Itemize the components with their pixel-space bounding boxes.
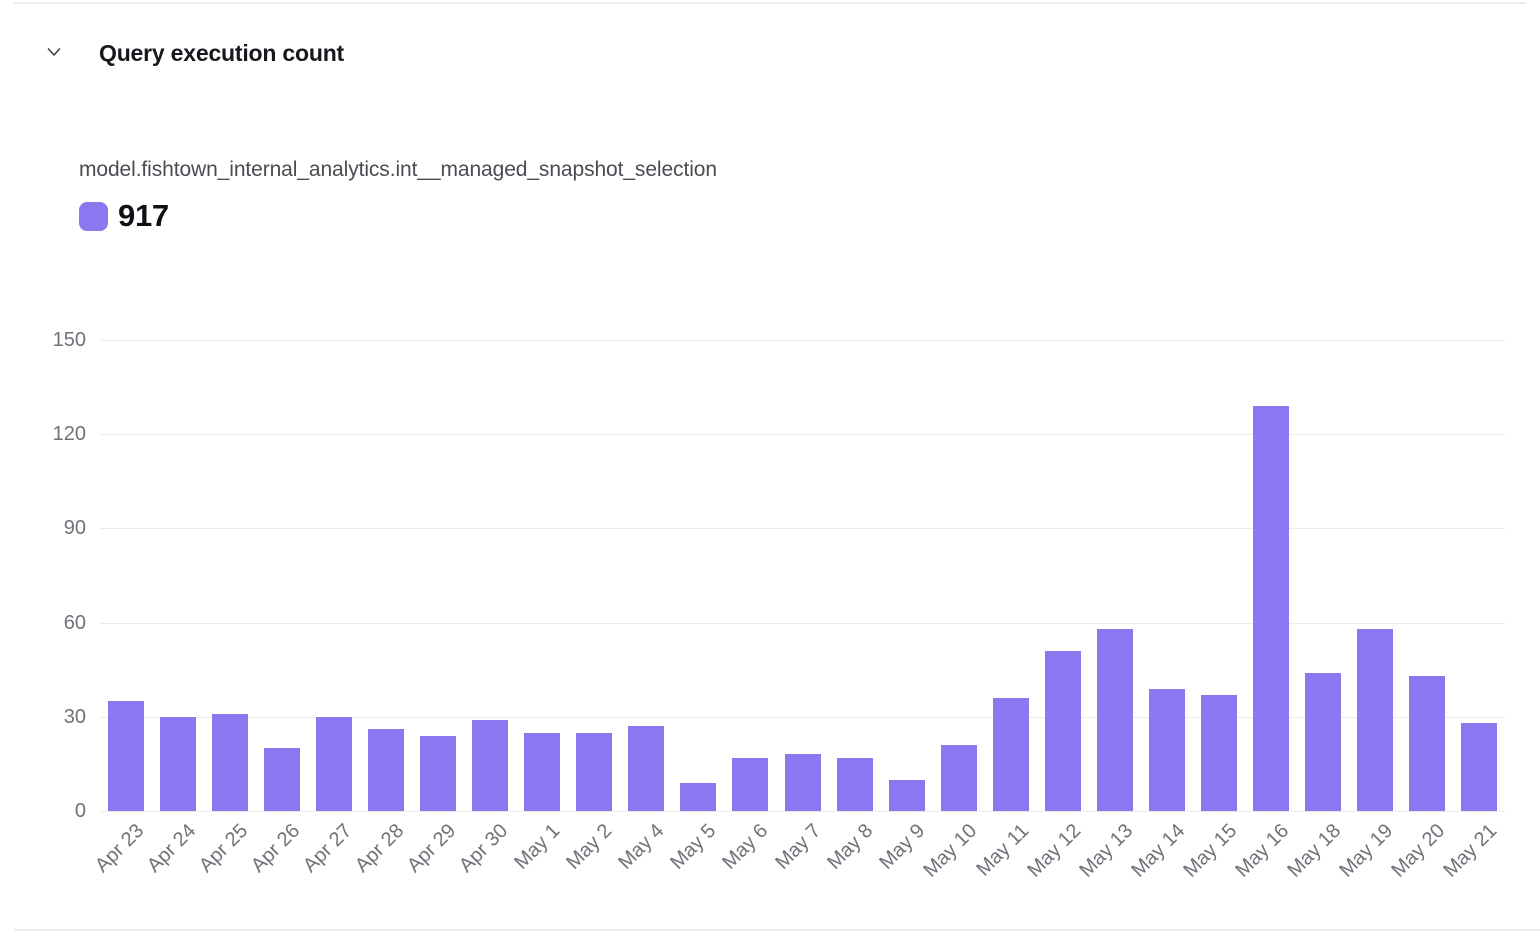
chart-bar [1460,723,1497,811]
chart-bar [524,732,561,811]
chart-bar [628,726,665,811]
chart-bar [316,716,353,811]
chart-bar [784,754,821,811]
gridline [100,434,1505,436]
legend-series-name: model.fishtown_internal_analytics.int__m… [79,158,717,181]
gridline [100,811,1505,812]
panel-title: Query execution count [99,40,345,66]
chart-bar [1044,650,1081,811]
panel-header: Query execution count [42,40,344,67]
chart-bar [368,729,405,811]
plot-area [100,340,1505,812]
y-axis: 0 30 60 90 120 150 [0,329,86,822]
top-divider [14,2,1526,4]
chart-bar [680,782,717,811]
chart-bar [420,735,457,811]
chart-bar [836,757,873,811]
gridline [100,716,1505,718]
chart-bar [472,719,509,811]
legend-total-value: 917 [118,198,169,233]
chart-bar [732,757,769,811]
chart-bar [940,745,977,811]
gridline [100,622,1505,624]
chart-bar [1200,694,1237,811]
gridline [100,528,1505,530]
chart-bar [992,697,1029,811]
chart-bar [1148,688,1185,811]
y-tick-label: 30 [63,705,86,728]
chart-bar [264,748,301,811]
y-tick-label: 120 [52,423,86,446]
bottom-divider [14,929,1540,931]
chart-bar [160,716,197,811]
x-axis: Apr 23 Apr 24 Apr 25 Apr 26 Apr 27 Apr 28 Apr … [91,819,1505,936]
chevron-down-icon [43,41,65,66]
y-tick-label: 60 [63,611,86,634]
chart-bar [1252,405,1289,811]
chart-legend: model.fishtown_internal_analytics.int__m… [79,158,717,234]
legend-color-swatch [79,201,108,231]
collapse-section-button[interactable] [42,42,66,66]
chart-bar [1356,628,1393,811]
y-tick-label: 150 [52,329,86,351]
chart-bar [1096,628,1133,811]
y-tick-label: 0 [74,800,86,822]
gridline [100,340,1505,341]
legend-item[interactable]: 917 [79,198,717,234]
chart-bar [212,713,249,811]
chart-bar [108,701,145,811]
chart-bar [1304,672,1341,811]
chart-bar [1408,675,1445,811]
chart-bar [576,732,613,811]
chart-bar [888,779,925,811]
y-tick-label: 90 [63,517,86,540]
